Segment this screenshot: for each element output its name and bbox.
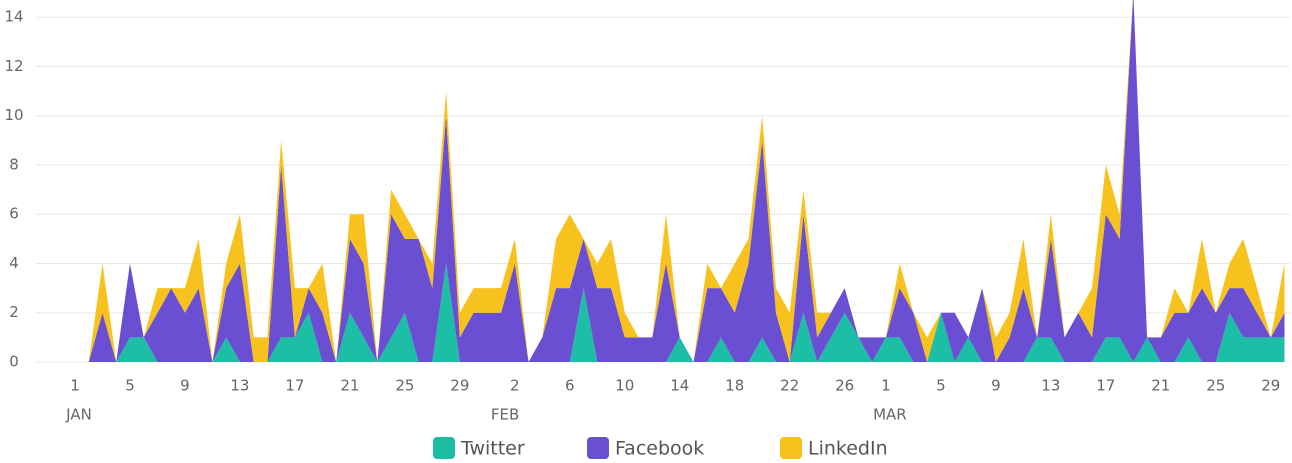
x-tick-label: 17 <box>285 377 304 395</box>
y-tick-label: 6 <box>9 205 19 223</box>
x-tick-label: 13 <box>1041 377 1060 395</box>
x-tick-label: 18 <box>725 377 744 395</box>
legend-label: Twitter <box>460 438 525 460</box>
x-tick-label: 9 <box>991 377 1001 395</box>
x-tick-label: 22 <box>780 377 799 395</box>
area <box>74 263 1285 362</box>
x-tick-label: 1 <box>70 377 80 395</box>
area <box>74 0 1285 362</box>
x-tick-label: 17 <box>1096 377 1115 395</box>
legend-label: Facebook <box>615 438 704 460</box>
legend: Twitter Facebook LinkedIn <box>433 437 888 460</box>
y-tick-label: 2 <box>9 303 19 321</box>
x-tick-label: 6 <box>565 377 575 395</box>
x-tick-label: 2 <box>510 377 520 395</box>
x-tick-label: 21 <box>340 377 359 395</box>
x-tick-label: 26 <box>835 377 854 395</box>
x-tick-label: 1 <box>881 377 891 395</box>
x-tick-label: 5 <box>125 377 135 395</box>
y-tick-label: 14 <box>4 8 23 26</box>
month-label: JAN <box>65 406 92 424</box>
month-label: MAR <box>873 406 907 424</box>
x-tick-label: 13 <box>230 377 249 395</box>
areas <box>74 0 1285 362</box>
y-tick-label: 10 <box>4 106 23 124</box>
x-tick-label: 14 <box>670 377 689 395</box>
legend-swatch <box>780 437 802 459</box>
x-tick-label: 21 <box>1151 377 1170 395</box>
x-tick-label: 10 <box>615 377 634 395</box>
x-tick-label: 29 <box>1261 377 1280 395</box>
x-tick-label: 29 <box>450 377 469 395</box>
y-tick-label: 8 <box>9 155 19 173</box>
x-tick-label: 25 <box>1206 377 1225 395</box>
month-label: FEB <box>491 406 519 424</box>
legend-swatch <box>433 437 455 459</box>
legend-swatch <box>587 437 609 459</box>
y-tick-label: 12 <box>4 57 23 75</box>
y-tick-label: 4 <box>9 254 19 272</box>
x-tick-label: 5 <box>936 377 946 395</box>
legend-label: LinkedIn <box>808 438 888 460</box>
x-tick-label: 25 <box>395 377 414 395</box>
x-tick-label: 9 <box>180 377 190 395</box>
y-tick-label: 0 <box>9 353 19 371</box>
